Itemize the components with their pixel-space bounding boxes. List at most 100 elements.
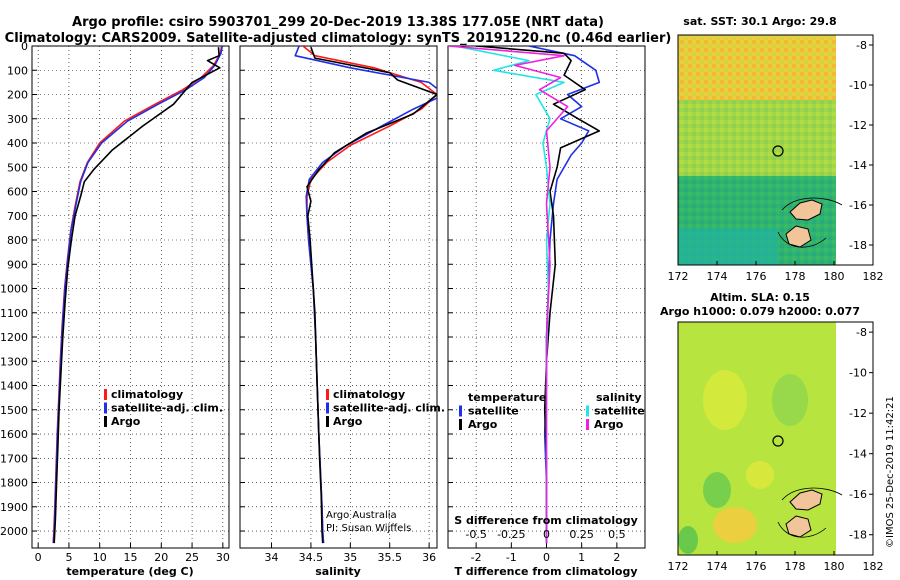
depth-tick-label: 1300	[0, 355, 28, 368]
salinity-panel: 34 34.5 35 35.5 36 salinity climatologysatel…	[239, 45, 445, 578]
sst-map-frame	[677, 34, 874, 266]
legend-label: satellite	[594, 405, 645, 418]
map-y-tick-label: -10	[849, 367, 867, 380]
sla-blob-5	[678, 526, 698, 554]
sla-map-title-1: Altim. SLA: 0.15	[710, 291, 810, 304]
legend-swatch	[326, 402, 329, 414]
legend-swatch	[586, 405, 589, 417]
sst-ocean-top	[678, 35, 836, 100]
series-t-argo	[476, 46, 601, 544]
series-argo	[306, 46, 437, 544]
x-tick-label: 15	[124, 551, 138, 564]
sla-blob-2	[772, 374, 808, 426]
depth-tick-label: 1700	[0, 452, 28, 465]
x-tick-label: 20	[154, 551, 168, 564]
x2-tick-label: -0.25	[497, 528, 525, 541]
map-y-tick-label: -8	[856, 326, 867, 339]
legend-label: Argo	[594, 418, 624, 431]
depth-tick-label: 1900	[0, 501, 28, 514]
map-x-tick-label: 174	[707, 270, 728, 283]
map-y-tick-label: -12	[849, 407, 867, 420]
legend-label: Argo	[111, 415, 141, 428]
sla-fiji-island-1	[789, 489, 823, 511]
legend-swatch	[326, 416, 329, 427]
legend-swatch	[459, 419, 462, 430]
series-satellite-adj-clim-	[52, 46, 223, 544]
depth-tick-label: 1600	[0, 428, 28, 441]
difference-x-ticks: -2 -1 0 1 2	[471, 551, 621, 564]
salinity-xlabel: salinity	[315, 565, 361, 578]
map-x-tick-label: 178	[785, 560, 806, 573]
sla-map-ticks: 172 174 176 178 180 182 -8 -10 -12 -14 -16 -18	[668, 326, 884, 573]
sla-blob-1	[703, 370, 747, 430]
legend-label: Argo	[468, 418, 498, 431]
map-x-tick-label: 176	[746, 270, 767, 283]
series-t-satellite	[528, 46, 601, 544]
temperature-panel: 0 5 10 15 20 25 30 temperature (deg C) climato…	[31, 45, 230, 578]
title-line-1: Argo profile: csiro 5903701_299 20-Dec-2…	[72, 15, 604, 30]
series-climatology	[302, 46, 437, 544]
salinity-frame	[239, 45, 438, 549]
depth-tick-label: 400	[7, 137, 28, 150]
map-x-tick-label: 182	[863, 560, 884, 573]
sst-map-ticks: 172 174 176 178 180 182 -8 -10 -12 -14 -16 -18	[668, 39, 884, 283]
map-x-tick-label: 180	[824, 560, 845, 573]
legend-label: satellite	[468, 405, 519, 418]
sst-map-title: sat. SST: 30.1 Argo: 29.8	[683, 15, 836, 28]
map-y-tick-label: -8	[856, 39, 867, 52]
difference-legend: temperaturesatelliteArgosalinitysatellit…	[459, 391, 645, 431]
legend-heading: temperature	[468, 391, 546, 404]
map-y-tick-label: -12	[849, 119, 867, 132]
depth-tick-label: 100	[7, 64, 28, 77]
depth-tick-label: 1000	[0, 283, 28, 296]
series-satellite-adj-clim-	[294, 46, 437, 544]
map-y-tick-label: -18	[849, 239, 867, 252]
map-x-tick-label: 172	[668, 560, 689, 573]
x-tick-label: 36	[422, 551, 436, 564]
sst-ocean-teal	[678, 228, 778, 265]
map-y-tick-label: -16	[849, 488, 867, 501]
series-argo	[53, 47, 221, 544]
x-tick-label: -2	[471, 551, 482, 564]
depth-tick-label: 1500	[0, 404, 28, 417]
sla-reef-outline	[777, 487, 843, 538]
title-line-2: Climatology: CARS2009. Satellite-adjuste…	[5, 31, 672, 46]
x-tick-label: 0	[35, 551, 42, 564]
legend-label: Argo	[333, 415, 363, 428]
legend-label: climatology	[333, 388, 405, 401]
temperature-xlabel: temperature (deg C)	[66, 565, 193, 578]
x2-tick-label: -0.5	[465, 528, 486, 541]
depth-tick-label: 200	[7, 89, 28, 102]
sla-blob-6	[746, 461, 774, 489]
map-x-tick-label: 180	[824, 270, 845, 283]
x-tick-label: 5	[65, 551, 72, 564]
x-tick-label: 34	[265, 551, 279, 564]
x-tick-label: 25	[185, 551, 199, 564]
x-tick-label: 2	[613, 551, 620, 564]
map-y-tick-label: -14	[849, 159, 867, 172]
legend-swatch	[326, 389, 329, 400]
legend-swatch	[104, 389, 107, 400]
x-tick-label: 35.5	[377, 551, 402, 564]
salinity-grid	[240, 45, 437, 548]
x-tick-label: 35	[343, 551, 357, 564]
x-tick-label: 1	[578, 551, 585, 564]
depth-tick-label: 1200	[0, 331, 28, 344]
sla-blob-4	[713, 507, 757, 543]
x-tick-label: -1	[506, 551, 517, 564]
sst-map: sat. SST: 30.1 Argo: 29.8 172 174 176 178 18…	[668, 15, 884, 283]
x2-tick-label: 0.25	[569, 528, 594, 541]
depth-tick-label: 1100	[0, 307, 28, 320]
legend-swatch	[586, 419, 589, 430]
salinity-lines	[294, 46, 437, 544]
sla-field	[678, 322, 836, 555]
series-s-satellite	[454, 46, 565, 544]
salinity-x-ticks: 34 34.5 35 35.5 36	[265, 551, 437, 564]
depth-tick-label: 1400	[0, 380, 28, 393]
legend-swatch	[459, 405, 462, 417]
x2-tick-label: 0.5	[608, 528, 626, 541]
sla-argo-marker	[772, 435, 784, 447]
